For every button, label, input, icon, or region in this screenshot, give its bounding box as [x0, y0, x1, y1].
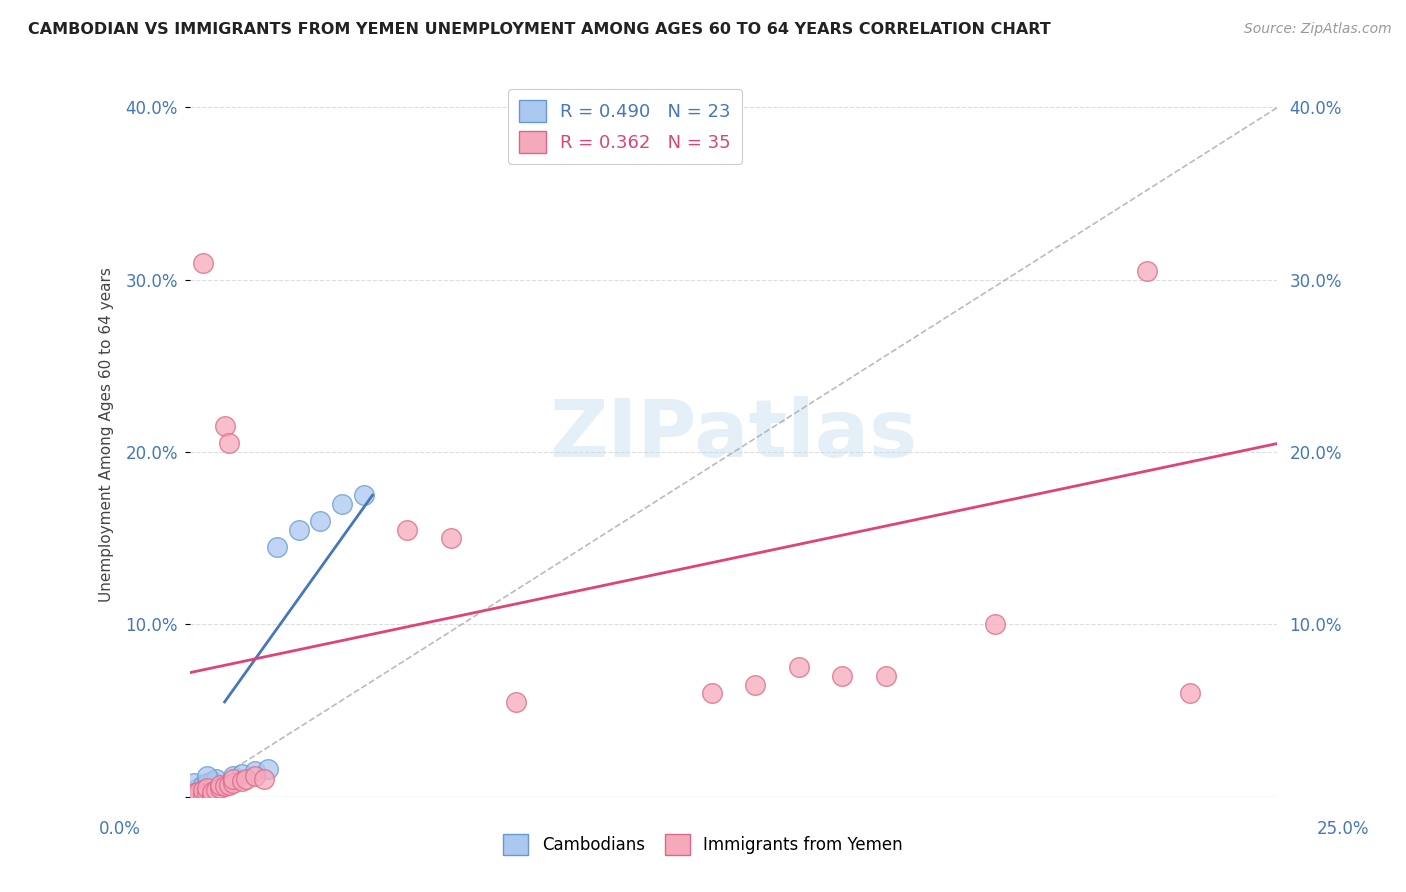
Point: [1136, 264, 1159, 278]
Point: [440, 531, 463, 545]
Point: [214, 419, 236, 434]
Text: 25.0%: 25.0%: [1316, 820, 1369, 838]
Point: [195, 769, 218, 783]
Point: [222, 772, 245, 787]
Legend: Cambodians, Immigrants from Yemen: Cambodians, Immigrants from Yemen: [496, 828, 910, 862]
Point: [831, 669, 853, 683]
Point: [235, 772, 257, 787]
Point: [195, 786, 218, 800]
Point: [266, 540, 288, 554]
Legend: R = 0.490   N = 23, R = 0.362   N = 35: R = 0.490 N = 23, R = 0.362 N = 35: [508, 89, 742, 164]
Point: [353, 488, 375, 502]
Point: [396, 523, 419, 537]
Point: [183, 788, 205, 802]
Point: [218, 436, 240, 450]
Point: [191, 782, 214, 797]
Point: [330, 497, 353, 511]
Point: [205, 772, 228, 787]
Point: [243, 764, 266, 778]
Y-axis label: Unemployment Among Ages 60 to 64 years: Unemployment Among Ages 60 to 64 years: [100, 268, 114, 602]
Point: [187, 784, 209, 798]
Point: [309, 514, 332, 528]
Point: [875, 669, 897, 683]
Point: [222, 776, 245, 790]
Point: [214, 780, 236, 794]
Point: [231, 767, 253, 781]
Point: [787, 660, 810, 674]
Point: [195, 781, 218, 796]
Point: [183, 786, 205, 800]
Text: 0.0%: 0.0%: [98, 820, 141, 838]
Point: [243, 769, 266, 783]
Point: [195, 781, 218, 796]
Point: [191, 255, 214, 269]
Point: [209, 778, 232, 792]
Text: CAMBODIAN VS IMMIGRANTS FROM YEMEN UNEMPLOYMENT AMONG AGES 60 TO 64 YEARS CORREL: CAMBODIAN VS IMMIGRANTS FROM YEMEN UNEMP…: [28, 22, 1050, 37]
Point: [195, 776, 218, 790]
Point: [187, 786, 209, 800]
Point: [983, 617, 1005, 632]
Point: [200, 784, 222, 798]
Point: [183, 786, 205, 800]
Point: [191, 788, 214, 802]
Point: [218, 778, 240, 792]
Point: [222, 769, 245, 783]
Point: [187, 788, 209, 802]
Point: [200, 788, 222, 802]
Point: [744, 678, 766, 692]
Point: [191, 778, 214, 792]
Point: [200, 774, 222, 789]
Point: [209, 781, 232, 796]
Point: [287, 523, 309, 537]
Point: [253, 772, 276, 787]
Point: [191, 784, 214, 798]
Point: [183, 776, 205, 790]
Point: [205, 782, 228, 797]
Text: Source: ZipAtlas.com: Source: ZipAtlas.com: [1244, 22, 1392, 37]
Point: [505, 695, 527, 709]
Point: [187, 788, 209, 802]
Point: [1180, 686, 1202, 700]
Point: [187, 781, 209, 796]
Point: [191, 788, 214, 802]
Point: [231, 774, 253, 789]
Text: ZIPatlas: ZIPatlas: [550, 396, 918, 474]
Point: [257, 762, 280, 776]
Point: [183, 788, 205, 802]
Point: [700, 686, 723, 700]
